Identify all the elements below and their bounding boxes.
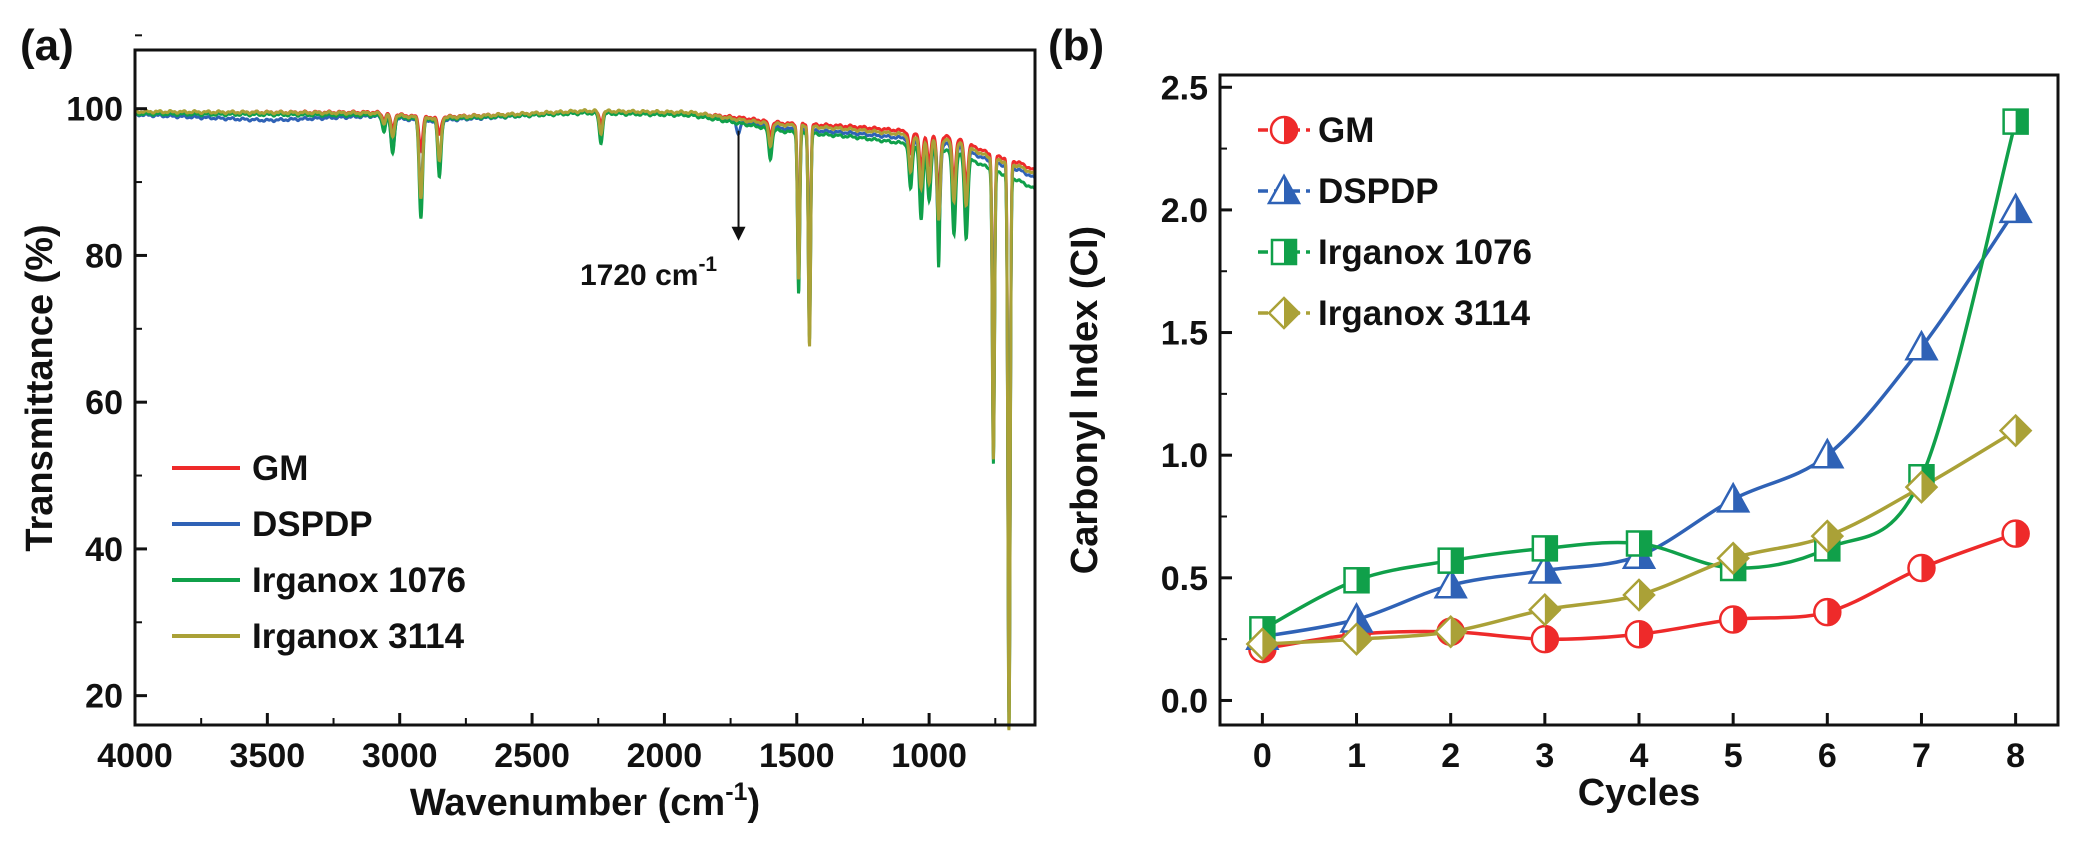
legend-label-irganox-3114: Irganox 3114 [1318, 294, 1531, 333]
y-tick-label: 0.0 [1161, 682, 1208, 720]
panel-b-label: (b) [1048, 21, 1104, 70]
x-tick-label: 1500 [759, 737, 835, 775]
data-point-irganox-3114-2-fill [1450, 616, 1466, 647]
y-tick-label: 2.5 [1161, 69, 1208, 107]
y-tick-label: 60 [85, 384, 123, 422]
data-point-gm-4-fill [1639, 621, 1652, 648]
y-tick-label: 2.0 [1161, 192, 1208, 230]
data-point-irganox-1076-1-fill [1356, 568, 1369, 593]
series-markers-irganox-3114 [1245, 413, 2033, 661]
data-point-irganox-1076-8-fill [2015, 109, 2028, 134]
data-point-dspdp-3-fill [1544, 555, 1560, 583]
data-point-gm-7-fill [1921, 555, 1935, 582]
series-line-dspdp [1262, 208, 2018, 639]
data-point-irganox-3114-4-fill [1639, 580, 1654, 610]
data-point-gm-5-fill [1733, 606, 1747, 633]
x-axis-title-sup: -1 [725, 778, 747, 806]
data-point-irganox-1076-4-fill [1639, 531, 1651, 556]
panel-a-axes: 4000 3500 3000 2500 2000 1500 1000 20 40 60 80 100 [66, 34, 997, 775]
panel-a-series-group [134, 108, 1037, 731]
x-tick-label: 3500 [230, 737, 306, 775]
data-point-irganox-3114-8-fill [2015, 415, 2031, 446]
data-point-irganox-3114-5-fill [1733, 543, 1749, 574]
legend-label-dspdp: DSPDP [252, 505, 373, 544]
x-tick-label: 2500 [494, 737, 570, 775]
data-point-irganox-3114-0-fill [1262, 629, 1278, 660]
legend-label-gm: GM [1318, 111, 1374, 150]
annotation-label: 1720 cm-1 [580, 253, 717, 292]
panel-a-x-axis-title: Wavenumber (cm-1) [410, 778, 760, 824]
data-point-dspdp-8-fill [2015, 194, 2031, 222]
y-tick-label: 100 [66, 91, 123, 129]
legend-marker-irganox-1076-fill [1284, 240, 1296, 264]
data-point-irganox-3114-7-fill [1921, 472, 1937, 503]
legend-label-gm: GM [252, 449, 308, 488]
legend-marker-gm-fill [1284, 117, 1297, 143]
data-point-irganox-3114-3-fill [1544, 594, 1560, 625]
data-point-irganox-1076-2-fill [1450, 548, 1463, 573]
series-line-irganox-3114 [134, 108, 1036, 731]
panel-b-x-axis-title: Cycles [1578, 772, 1701, 814]
x-tick-label: 1000 [891, 737, 967, 775]
series-line-irganox-1076 [1261, 121, 2018, 631]
x-tick-label: 3 [1535, 737, 1554, 775]
x-tick-label: 2 [1441, 737, 1460, 775]
data-point-irganox-3114-6-fill [1827, 521, 1843, 552]
annotation-label-main: 1720 cm [580, 259, 698, 292]
data-point-irganox-1076-3-fill [1544, 536, 1557, 561]
legend-marker-irganox-3114-fill [1284, 298, 1299, 328]
x-tick-label: 2000 [627, 737, 703, 775]
x-tick-label: 1 [1347, 737, 1366, 775]
legend-label-irganox-1076: Irganox 1076 [252, 561, 466, 600]
data-point-dspdp-1-fill [1356, 604, 1372, 632]
x-tick-label: 8 [2006, 737, 2025, 775]
y-tick-label: 1.0 [1161, 437, 1208, 475]
panel-a-legend: GM DSPDP Irganox 1076 Irganox 3114 [172, 449, 466, 656]
x-tick-label: 7 [1912, 737, 1931, 775]
panel-a-label: (a) [20, 21, 74, 70]
data-point-gm-3-fill [1544, 626, 1558, 653]
x-tick-label: 6 [1818, 737, 1837, 775]
y-tick-label: 1.5 [1161, 315, 1208, 353]
y-tick-label: 40 [85, 531, 123, 569]
panel-b-axes: 0 1 2 3 4 5 6 7 8 0.0 0.5 1.0 1.5 2.0 2.5 [1161, 69, 2025, 775]
legend-label-irganox-1076: Irganox 1076 [1318, 233, 1532, 272]
x-tick-label: 0 [1253, 737, 1272, 775]
data-point-dspdp-5-fill [1733, 484, 1749, 512]
x-tick-label: 4 [1630, 737, 1649, 775]
annotation-label-sup: -1 [698, 253, 717, 276]
panel-a-ftir-chart: (a) 4000 3500 3000 2500 2000 1500 1000 20 40 60 80… [19, 21, 1037, 824]
x-tick-label: 4000 [97, 737, 173, 775]
panel-a-annotation: 1720 cm-1 [580, 130, 746, 292]
data-point-gm-8-fill [2015, 520, 2029, 547]
panel-b-series-group [1245, 108, 2033, 664]
legend-label-dspdp: DSPDP [1318, 172, 1439, 211]
legend-label-irganox-3114: Irganox 3114 [252, 617, 465, 656]
x-axis-title-close: ) [747, 782, 760, 824]
series-line-irganox-1076 [134, 110, 1037, 730]
y-tick-label: 0.5 [1161, 560, 1208, 598]
data-point-gm-6-fill [1827, 599, 1841, 626]
x-axis-title-main: Wavenumber (cm [410, 782, 725, 824]
x-tick-label: 3000 [362, 737, 438, 775]
series-line-gm [134, 108, 1036, 698]
panel-b-carbonyl-chart: (b) 0 1 2 3 4 5 6 7 8 0.0 0.5 1.0 1.5 2.0 2.5 GM DSPDP I… [1048, 21, 2060, 814]
panel-b-legend: GM DSPDP Irganox 1076 Irganox 3114 [1258, 111, 1532, 333]
data-point-dspdp-7-fill [1921, 332, 1937, 360]
data-point-dspdp-6-fill [1827, 440, 1843, 468]
panel-a-plot-frame [133, 48, 1037, 727]
data-point-irganox-3114-1-fill [1356, 624, 1372, 655]
panel-b-y-axis-title: Carbonyl Index (CI) [1064, 226, 1106, 574]
legend-marker-dspdp-fill [1284, 176, 1299, 203]
data-point-dspdp-2-fill [1450, 570, 1466, 598]
x-tick-label: 5 [1724, 737, 1743, 775]
y-tick-label: 80 [85, 237, 123, 275]
y-tick-label: 20 [85, 678, 123, 716]
annotation-arrow-head [731, 226, 746, 241]
panel-a-y-axis-title: Transmittance (%) [19, 224, 61, 551]
